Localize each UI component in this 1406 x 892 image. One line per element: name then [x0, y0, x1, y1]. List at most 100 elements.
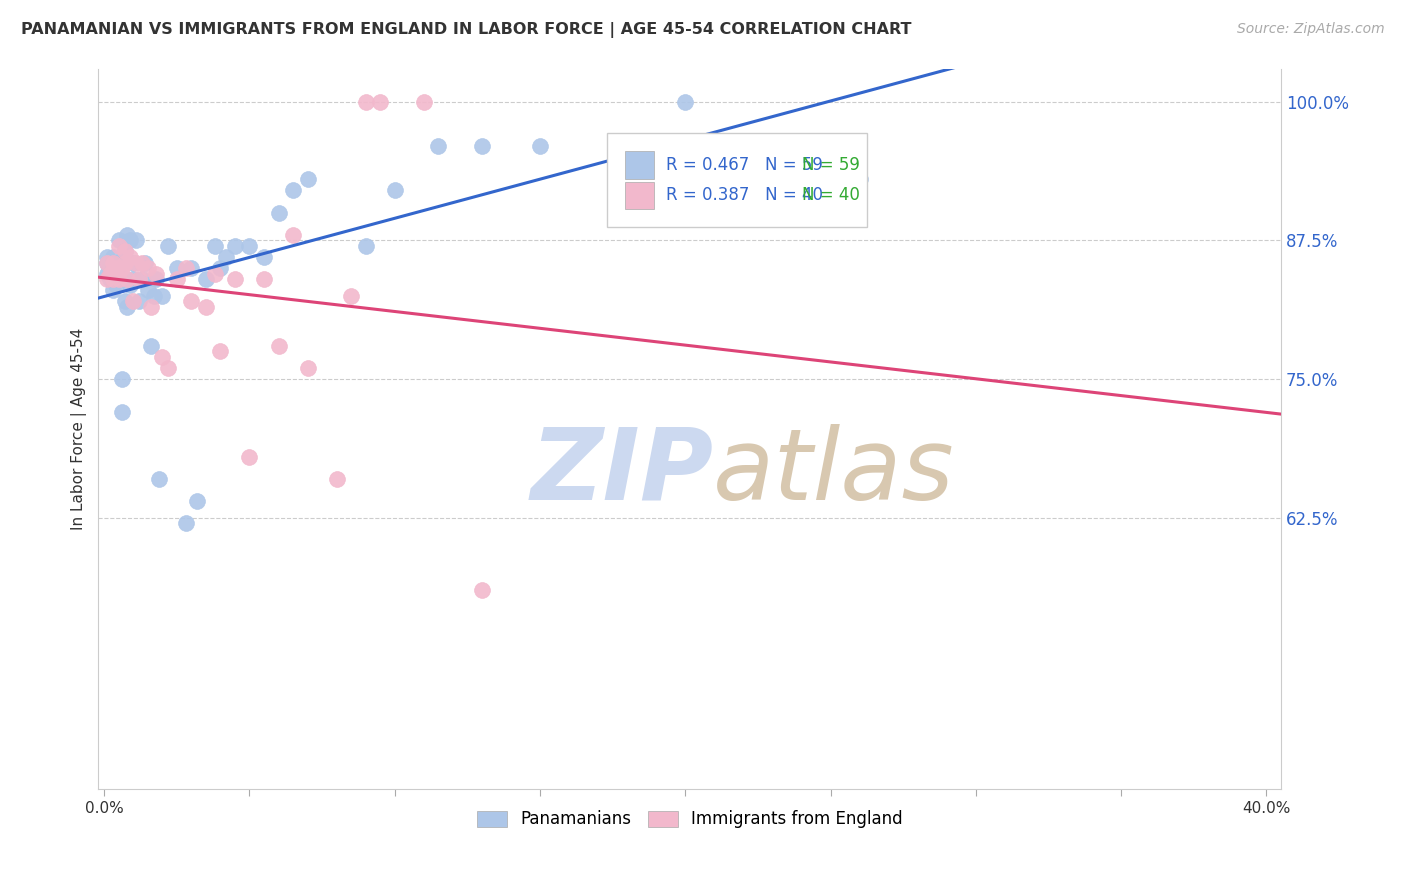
Point	[101, 255, 124, 269]
Point	[98, 272, 121, 286]
Y-axis label: In Labor Force | Age 45-54: In Labor Force | Age 45-54	[72, 327, 87, 530]
Point	[186, 494, 208, 508]
Point	[136, 283, 159, 297]
Point	[96, 255, 118, 269]
Point	[98, 255, 121, 269]
Point	[238, 239, 260, 253]
Point	[117, 300, 139, 314]
Point	[122, 294, 145, 309]
Point	[131, 272, 153, 286]
Point	[101, 250, 124, 264]
Point	[166, 261, 188, 276]
Point	[150, 350, 173, 364]
Point	[427, 139, 450, 153]
Point	[117, 227, 139, 242]
Point	[354, 95, 377, 109]
Legend: Panamanians, Immigrants from England: Panamanians, Immigrants from England	[470, 804, 910, 835]
Text: N = 59: N = 59	[801, 156, 860, 174]
Point	[340, 289, 363, 303]
Point	[471, 139, 494, 153]
Point	[107, 239, 129, 253]
Point	[134, 255, 156, 269]
FancyBboxPatch shape	[624, 152, 654, 178]
Point	[529, 139, 551, 153]
Point	[139, 339, 162, 353]
Point	[122, 255, 145, 269]
Point	[267, 339, 290, 353]
FancyBboxPatch shape	[607, 134, 868, 227]
Point	[384, 184, 406, 198]
Point	[224, 272, 246, 286]
Point	[157, 360, 180, 375]
Point	[253, 272, 276, 286]
Point	[120, 233, 142, 247]
Point	[174, 516, 197, 530]
Point	[673, 95, 696, 109]
Point	[368, 95, 391, 109]
Point	[104, 255, 127, 269]
Point	[157, 239, 180, 253]
Point	[122, 272, 145, 286]
Point	[150, 289, 173, 303]
Point	[98, 267, 121, 281]
Point	[107, 272, 129, 286]
Point	[281, 184, 304, 198]
Point	[204, 267, 226, 281]
Text: Source: ZipAtlas.com: Source: ZipAtlas.com	[1237, 22, 1385, 37]
Point	[145, 267, 167, 281]
Point	[253, 250, 276, 264]
Text: PANAMANIAN VS IMMIGRANTS FROM ENGLAND IN LABOR FORCE | AGE 45-54 CORRELATION CHA: PANAMANIAN VS IMMIGRANTS FROM ENGLAND IN…	[21, 22, 911, 38]
Point	[114, 294, 136, 309]
Point	[174, 261, 197, 276]
Point	[125, 255, 148, 269]
Point	[98, 267, 121, 281]
Point	[148, 472, 170, 486]
Point	[180, 261, 202, 276]
Point	[125, 233, 148, 247]
Point	[145, 272, 167, 286]
Point	[107, 255, 129, 269]
Point	[204, 239, 226, 253]
Point	[101, 272, 124, 286]
Point	[114, 272, 136, 286]
Point	[471, 582, 494, 597]
Point	[110, 261, 132, 276]
Point	[107, 267, 129, 281]
Point	[128, 294, 150, 309]
Point	[104, 277, 127, 292]
Point	[281, 227, 304, 242]
Text: R = 0.467   N = 59: R = 0.467 N = 59	[666, 156, 823, 174]
Text: ZIP: ZIP	[530, 424, 713, 521]
Text: R = 0.387   N = 40: R = 0.387 N = 40	[666, 186, 823, 204]
Point	[114, 255, 136, 269]
Point	[120, 250, 142, 264]
Point	[267, 205, 290, 219]
Point	[194, 300, 217, 314]
Point	[354, 239, 377, 253]
Point	[238, 450, 260, 464]
Point	[114, 244, 136, 259]
Point	[297, 360, 319, 375]
Point	[101, 272, 124, 286]
Point	[114, 244, 136, 259]
Point	[412, 95, 434, 109]
Text: N = 40: N = 40	[801, 186, 860, 204]
Point	[209, 344, 232, 359]
Point	[297, 172, 319, 186]
Point	[101, 267, 124, 281]
Point	[194, 272, 217, 286]
Point	[107, 233, 129, 247]
Point	[128, 272, 150, 286]
Point	[325, 472, 347, 486]
Point	[139, 300, 162, 314]
Point	[96, 267, 118, 281]
Point	[131, 255, 153, 269]
Point	[101, 283, 124, 297]
Point	[96, 272, 118, 286]
Point	[120, 277, 142, 292]
Point	[104, 267, 127, 281]
Point	[848, 172, 870, 186]
FancyBboxPatch shape	[624, 182, 654, 209]
Text: atlas: atlas	[713, 424, 955, 521]
Point	[180, 294, 202, 309]
